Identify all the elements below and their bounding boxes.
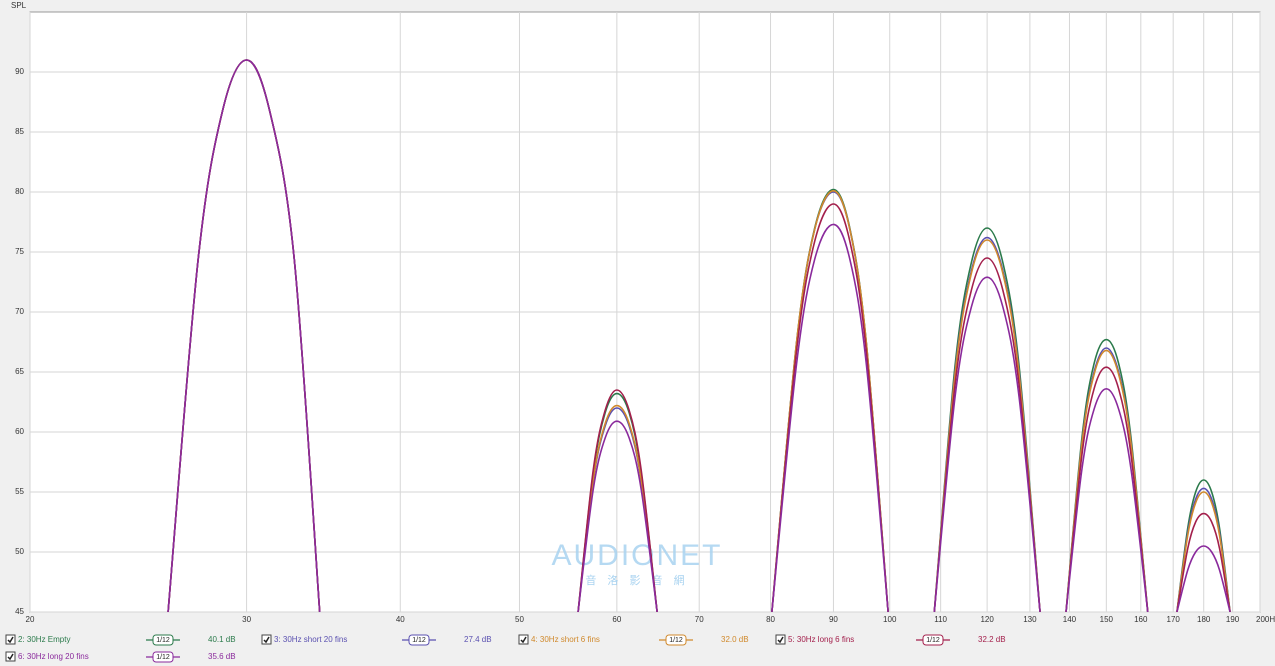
checkbox-box: [518, 634, 529, 645]
legend-level: 32.2 dB: [978, 635, 1006, 644]
y-tick-label: 85: [15, 127, 24, 136]
x-tick-label: 30: [242, 615, 251, 624]
x-tick-label: 130: [1023, 615, 1037, 624]
smoothing-label: 1/12: [156, 637, 170, 644]
watermark: AUDIONET: [551, 539, 722, 572]
checkbox-check: [7, 653, 14, 661]
legend-label: 2: 30Hz Empty: [18, 635, 70, 644]
x-tick-label: 200Hz: [1256, 615, 1275, 624]
y-tick-label: 50: [15, 547, 24, 556]
legend-label: 3: 30Hz short 20 fins: [274, 635, 347, 644]
x-tick-label: 180: [1197, 615, 1211, 624]
y-tick-label: 70: [15, 307, 24, 316]
smoothing-icon-box: [152, 634, 174, 646]
legend-checkbox[interactable]: [775, 634, 786, 645]
x-tick-label: 140: [1063, 615, 1077, 624]
y-tick-label: 75: [15, 247, 24, 256]
x-tick-label: 190: [1226, 615, 1240, 624]
smoothing-icon-box: [665, 634, 687, 646]
legend-level: 32.0 dB: [721, 635, 749, 644]
x-tick-label: 50: [515, 615, 524, 624]
x-tick-label: 90: [829, 615, 838, 624]
smoothing-label: 1/12: [156, 654, 170, 661]
checkbox-box: [261, 634, 272, 645]
series-line: [167, 59, 1231, 612]
smoothing-icon-box: [408, 634, 430, 646]
smoothing-label: 1/12: [669, 637, 683, 644]
y-tick-label: 55: [15, 487, 24, 496]
legend-label: 4: 30Hz short 6 fins: [531, 635, 600, 644]
watermark-sub: 音 洛 影 音 網: [585, 573, 688, 587]
x-tick-label: 40: [396, 615, 405, 624]
y-tick-label: 65: [15, 367, 24, 376]
checkbox-box: [5, 634, 16, 645]
legend-checkbox[interactable]: [261, 634, 272, 645]
checkbox-check: [7, 636, 14, 644]
y-tick-label: 90: [15, 67, 24, 76]
x-tick-label: 160: [1134, 615, 1148, 624]
legend-checkbox[interactable]: [5, 651, 16, 662]
smoothing-icon-box: [922, 634, 944, 646]
legend-level: 35.6 dB: [208, 652, 236, 661]
x-tick-label: 80: [766, 615, 775, 624]
x-tick-label: 170: [1167, 615, 1181, 624]
x-tick-label: 70: [695, 615, 704, 624]
checkbox-check: [777, 636, 784, 644]
smoothing-label: 1/12: [926, 637, 940, 644]
x-tick-label: 110: [934, 615, 947, 624]
x-tick-label: 100: [883, 615, 897, 624]
x-tick-label: 150: [1100, 615, 1114, 624]
y-tick-label: 60: [15, 427, 24, 436]
legend-checkbox[interactable]: [5, 634, 16, 645]
x-tick-label: 120: [980, 615, 994, 624]
legend-checkbox[interactable]: [518, 634, 529, 645]
checkbox-box: [775, 634, 786, 645]
y-tick-label: 80: [15, 187, 24, 196]
x-tick-label: 20: [26, 615, 35, 624]
y-axis-label: SPL: [11, 1, 27, 10]
y-tick-label: 45: [15, 607, 24, 616]
smoothing-icon-box: [152, 651, 174, 663]
smoothing-label: 1/12: [412, 637, 426, 644]
x-tick-label: 60: [612, 615, 621, 624]
legend-label: 6: 30Hz long 20 fins: [18, 652, 89, 661]
checkbox-check: [263, 636, 270, 644]
legend-level: 27.4 dB: [464, 635, 492, 644]
legend-label: 5: 30Hz long 6 fins: [788, 635, 854, 644]
checkbox-check: [520, 636, 527, 644]
checkbox-box: [5, 651, 16, 662]
legend-level: 40.1 dB: [208, 635, 236, 644]
